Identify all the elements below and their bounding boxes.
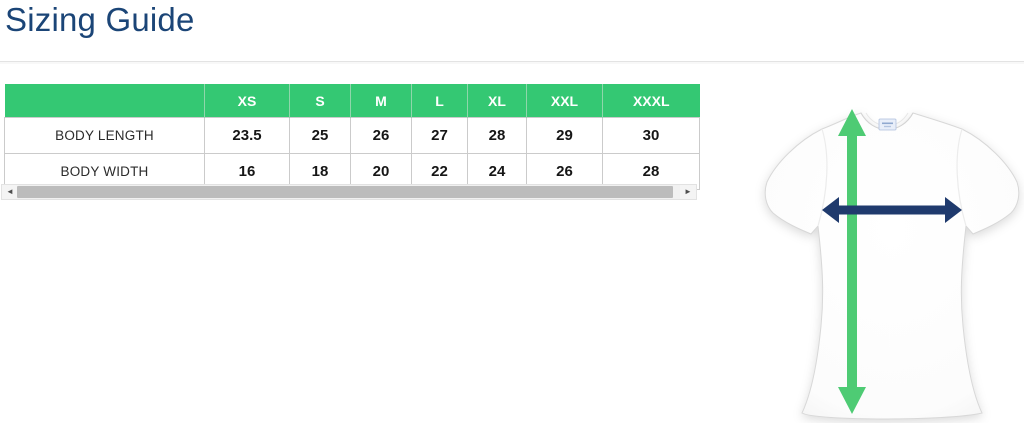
header-l: L [411, 84, 468, 118]
scroll-right-button[interactable]: ► [680, 185, 696, 199]
cell-value: 26 [350, 117, 412, 154]
title-divider [0, 61, 1024, 64]
cell-value: 23.5 [204, 117, 290, 154]
header-xl: XL [467, 84, 527, 118]
scroll-right-icon: ► [684, 187, 692, 196]
sizing-table: XS S M L XL XXL XXXL BODY LENGTH 23.5 25… [4, 84, 700, 190]
cell-value: 25 [289, 117, 351, 154]
right-armhole-seam [956, 128, 967, 227]
left-armhole-seam [817, 128, 828, 227]
header-xxxl: XXXL [602, 84, 700, 118]
neck-label-tag [878, 118, 897, 131]
cell-value: 28 [467, 117, 527, 154]
cell-value: 29 [526, 117, 603, 154]
header-xs: XS [204, 84, 290, 118]
table-row-body-length: BODY LENGTH 23.5 25 26 27 28 29 30 [4, 117, 700, 154]
cell-value: 26 [526, 153, 603, 190]
sizing-table-container: XS S M L XL XXL XXXL BODY LENGTH 23.5 25… [4, 84, 700, 190]
row-label: BODY WIDTH [4, 153, 205, 190]
page-title: Sizing Guide [5, 1, 195, 38]
horizontal-scrollbar[interactable]: ◄ ► [1, 184, 697, 200]
scrollbar-thumb[interactable] [17, 186, 673, 198]
row-label: BODY LENGTH [4, 117, 205, 154]
cell-value: 24 [467, 153, 527, 190]
header-m: M [350, 84, 412, 118]
cell-value: 30 [602, 117, 700, 154]
header-xxl: XXL [526, 84, 603, 118]
size-header-row: XS S M L XL XXL XXXL [4, 84, 700, 118]
cell-value: 27 [411, 117, 468, 154]
header-blank [4, 84, 205, 118]
cell-value: 22 [411, 153, 468, 190]
header-s: S [289, 84, 351, 118]
body-width-arrow-icon [822, 197, 962, 223]
scroll-left-button[interactable]: ◄ [2, 185, 18, 199]
body-length-arrow-icon [838, 109, 866, 414]
tshirt-graphic [764, 112, 1020, 420]
scroll-left-icon: ◄ [6, 187, 14, 196]
table-row-body-width: BODY WIDTH 16 18 20 22 24 26 28 [4, 153, 700, 190]
cell-value: 28 [602, 153, 700, 190]
tshirt-measurement-image [740, 80, 1024, 423]
